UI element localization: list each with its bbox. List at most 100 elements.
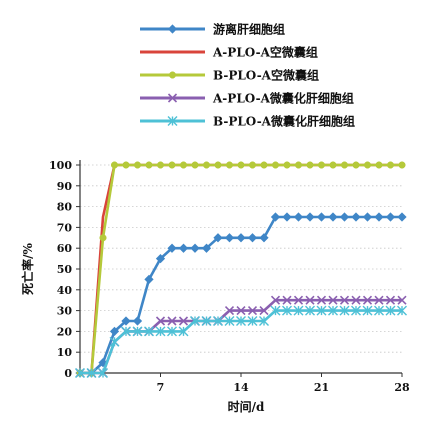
data-point: [110, 161, 119, 169]
y-tick-label: 70: [57, 221, 73, 234]
data-point: [328, 212, 338, 222]
data-point: [202, 161, 211, 169]
data-point: [248, 161, 257, 169]
y-tick-label: 80: [57, 201, 73, 214]
data-point: [271, 161, 280, 169]
grid-lines: [80, 164, 402, 374]
data-point: [167, 326, 177, 337]
data-point: [132, 326, 143, 337]
y-tick-label: 50: [57, 263, 73, 276]
data-point: [236, 306, 246, 316]
y-axis-title: 死亡率/%: [20, 243, 35, 295]
data-point: [213, 233, 223, 243]
data-point: [259, 233, 269, 243]
data-point: [362, 295, 373, 305]
data-point: [237, 161, 245, 169]
data-point: [282, 295, 292, 305]
data-point: [339, 212, 350, 222]
data-point: [190, 243, 200, 253]
data-point: [247, 233, 258, 243]
data-point: [145, 161, 153, 169]
legend-item: B-PLO-A空微囊组: [140, 68, 319, 83]
data-point: [178, 326, 189, 337]
data-point: [236, 233, 246, 243]
data-point: [329, 161, 337, 169]
data-point: [293, 212, 304, 222]
y-tick-label: 90: [57, 180, 73, 193]
data-point: [224, 306, 235, 316]
legend-swatch-marker: [167, 93, 178, 103]
data-point: [247, 316, 258, 326]
data-point: [351, 295, 361, 305]
data-point: [178, 243, 189, 253]
data-point: [397, 295, 407, 305]
data-point: [397, 212, 407, 222]
data-point: [75, 368, 85, 378]
legend-label: A-PLO-A空微囊组: [212, 45, 318, 60]
x-tick-label: 28: [394, 381, 410, 394]
series-5: [75, 305, 407, 378]
y-tick-label: 20: [57, 325, 73, 338]
data-point: [294, 161, 303, 169]
data-point: [168, 161, 176, 169]
data-point: [109, 336, 120, 347]
data-point: [282, 212, 292, 222]
data-point: [362, 212, 373, 222]
data-point: [178, 316, 189, 326]
data-point: [144, 274, 154, 285]
legend-label: 游离肝细胞组: [213, 22, 285, 37]
data-point: [328, 305, 338, 316]
data-point: [155, 326, 166, 337]
data-point: [374, 295, 384, 305]
data-point: [316, 212, 327, 222]
legend-label: B-PLO-A空微囊组: [213, 68, 319, 83]
legend-item: B-PLO-A微囊化肝细胞组: [140, 114, 355, 129]
data-point: [156, 161, 165, 169]
data-point: [316, 295, 327, 305]
data-point: [213, 316, 223, 326]
data-point: [305, 212, 315, 222]
data-point: [179, 161, 188, 169]
axes: [76, 160, 403, 377]
data-point: [306, 161, 314, 169]
data-point: [397, 305, 407, 316]
data-point: [214, 161, 222, 169]
data-point: [316, 305, 327, 316]
y-tick-label: 0: [64, 367, 72, 380]
data-point: [385, 295, 396, 305]
data-point: [352, 161, 360, 169]
data-point: [270, 295, 281, 305]
legend: 游离肝细胞组 A-PLO-A空微囊组 B-PLO-A空微囊组 A-PLO-A微囊化肝细…: [140, 22, 355, 129]
legend-swatch-marker: [167, 116, 178, 126]
data-point: [247, 306, 258, 316]
data-point: [385, 305, 396, 316]
data-point: [363, 161, 372, 169]
data-point: [190, 316, 200, 326]
data-point: [224, 233, 235, 243]
data-point: [260, 161, 268, 169]
data-point: [224, 316, 235, 326]
data-point: [167, 316, 177, 326]
data-point: [317, 161, 326, 169]
y-tick-label: 10: [57, 346, 73, 359]
data-point: [351, 212, 361, 222]
y-tick-label: 100: [49, 159, 72, 172]
legend-item: 游离肝细胞组: [140, 22, 285, 37]
data-point: [259, 316, 269, 326]
legend-swatch-marker: [167, 24, 178, 34]
data-point: [191, 161, 199, 169]
data-point: [155, 316, 166, 326]
data-point: [99, 234, 107, 242]
data-point: [167, 243, 177, 253]
x-axis-title: 时间/d: [228, 399, 265, 414]
data-point: [121, 326, 131, 337]
data-point: [225, 161, 234, 169]
data-point: [201, 243, 212, 253]
data-point: [293, 295, 304, 305]
series-layer: [75, 161, 407, 378]
x-tick-label: 21: [314, 381, 329, 394]
data-point: [270, 305, 281, 316]
data-point: [340, 161, 349, 169]
data-point: [282, 305, 292, 316]
